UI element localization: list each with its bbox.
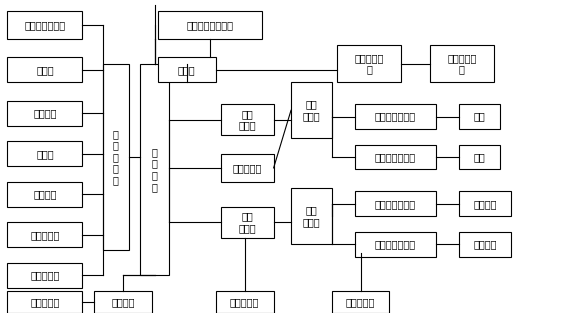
Text: 显示器: 显示器 [36, 149, 54, 159]
FancyBboxPatch shape [459, 191, 511, 216]
Text: 翻转气缸: 翻转气缸 [473, 199, 497, 209]
Text: 行程开关: 行程开关 [33, 189, 56, 199]
FancyBboxPatch shape [459, 144, 499, 170]
FancyBboxPatch shape [158, 57, 216, 82]
FancyBboxPatch shape [7, 101, 83, 126]
FancyBboxPatch shape [430, 45, 494, 82]
FancyBboxPatch shape [7, 291, 83, 313]
Text: 丝杠: 丝杠 [473, 152, 485, 162]
Text: 夹紧气缸电磁阀: 夹紧气缸电磁阀 [375, 239, 416, 249]
Text: 红外测距传感器: 红外测距传感器 [24, 20, 65, 30]
Text: 翻转气缸电磁阀: 翻转气缸电磁阀 [375, 199, 416, 209]
FancyBboxPatch shape [354, 104, 436, 129]
Text: 数据存储管理模块: 数据存储管理模块 [186, 20, 233, 30]
FancyBboxPatch shape [332, 291, 389, 313]
FancyBboxPatch shape [216, 291, 274, 313]
FancyBboxPatch shape [158, 11, 262, 39]
Text: 输
出
入
接
口: 输 出 入 接 口 [113, 129, 119, 185]
Text: 位移传感器: 位移传感器 [346, 297, 375, 307]
Text: 齿轮: 齿轮 [473, 111, 485, 122]
FancyBboxPatch shape [291, 82, 332, 138]
Text: 接近开关: 接近开关 [33, 108, 56, 118]
FancyBboxPatch shape [354, 191, 436, 216]
FancyBboxPatch shape [7, 11, 83, 39]
FancyBboxPatch shape [459, 232, 511, 257]
FancyBboxPatch shape [222, 104, 274, 135]
FancyBboxPatch shape [222, 154, 274, 182]
Text: 水平步进电动机: 水平步进电动机 [375, 111, 416, 122]
Text: 遥控手柄: 遥控手柄 [111, 297, 135, 307]
FancyBboxPatch shape [7, 57, 83, 82]
Text: 气压
控制器: 气压 控制器 [239, 212, 256, 233]
Text: 监控摄像机: 监控摄像机 [30, 230, 59, 240]
FancyBboxPatch shape [7, 222, 83, 247]
FancyBboxPatch shape [291, 188, 332, 244]
Text: 报警器: 报警器 [36, 65, 54, 75]
Text: 第二
放大器: 第二 放大器 [303, 205, 320, 227]
FancyBboxPatch shape [354, 144, 436, 170]
Text: 互联网: 互联网 [178, 65, 196, 75]
FancyBboxPatch shape [459, 104, 499, 129]
FancyBboxPatch shape [354, 232, 436, 257]
Text: 压力传感器: 压力传感器 [230, 297, 260, 307]
FancyBboxPatch shape [338, 45, 401, 82]
FancyBboxPatch shape [7, 182, 83, 207]
Text: 远程移动终
端: 远程移动终 端 [447, 53, 477, 74]
FancyBboxPatch shape [140, 64, 169, 275]
Text: 垂直步进电动机: 垂直步进电动机 [375, 152, 416, 162]
Text: 触摸显示屏: 触摸显示屏 [30, 297, 59, 307]
Text: 夹紧气缸: 夹紧气缸 [473, 239, 497, 249]
Text: 伺服
驱动器: 伺服 驱动器 [239, 109, 256, 130]
FancyBboxPatch shape [7, 141, 83, 166]
FancyBboxPatch shape [103, 64, 129, 250]
Text: 总
控
制
器: 总 控 制 器 [152, 147, 158, 192]
FancyBboxPatch shape [222, 207, 274, 238]
Text: 角度传感器: 角度传感器 [30, 270, 59, 280]
FancyBboxPatch shape [7, 263, 83, 288]
Text: 光电编码器: 光电编码器 [233, 163, 262, 173]
Text: 第一
放大器: 第一 放大器 [303, 100, 320, 121]
FancyBboxPatch shape [94, 291, 152, 313]
Text: 移动通信网
络: 移动通信网 络 [354, 53, 384, 74]
